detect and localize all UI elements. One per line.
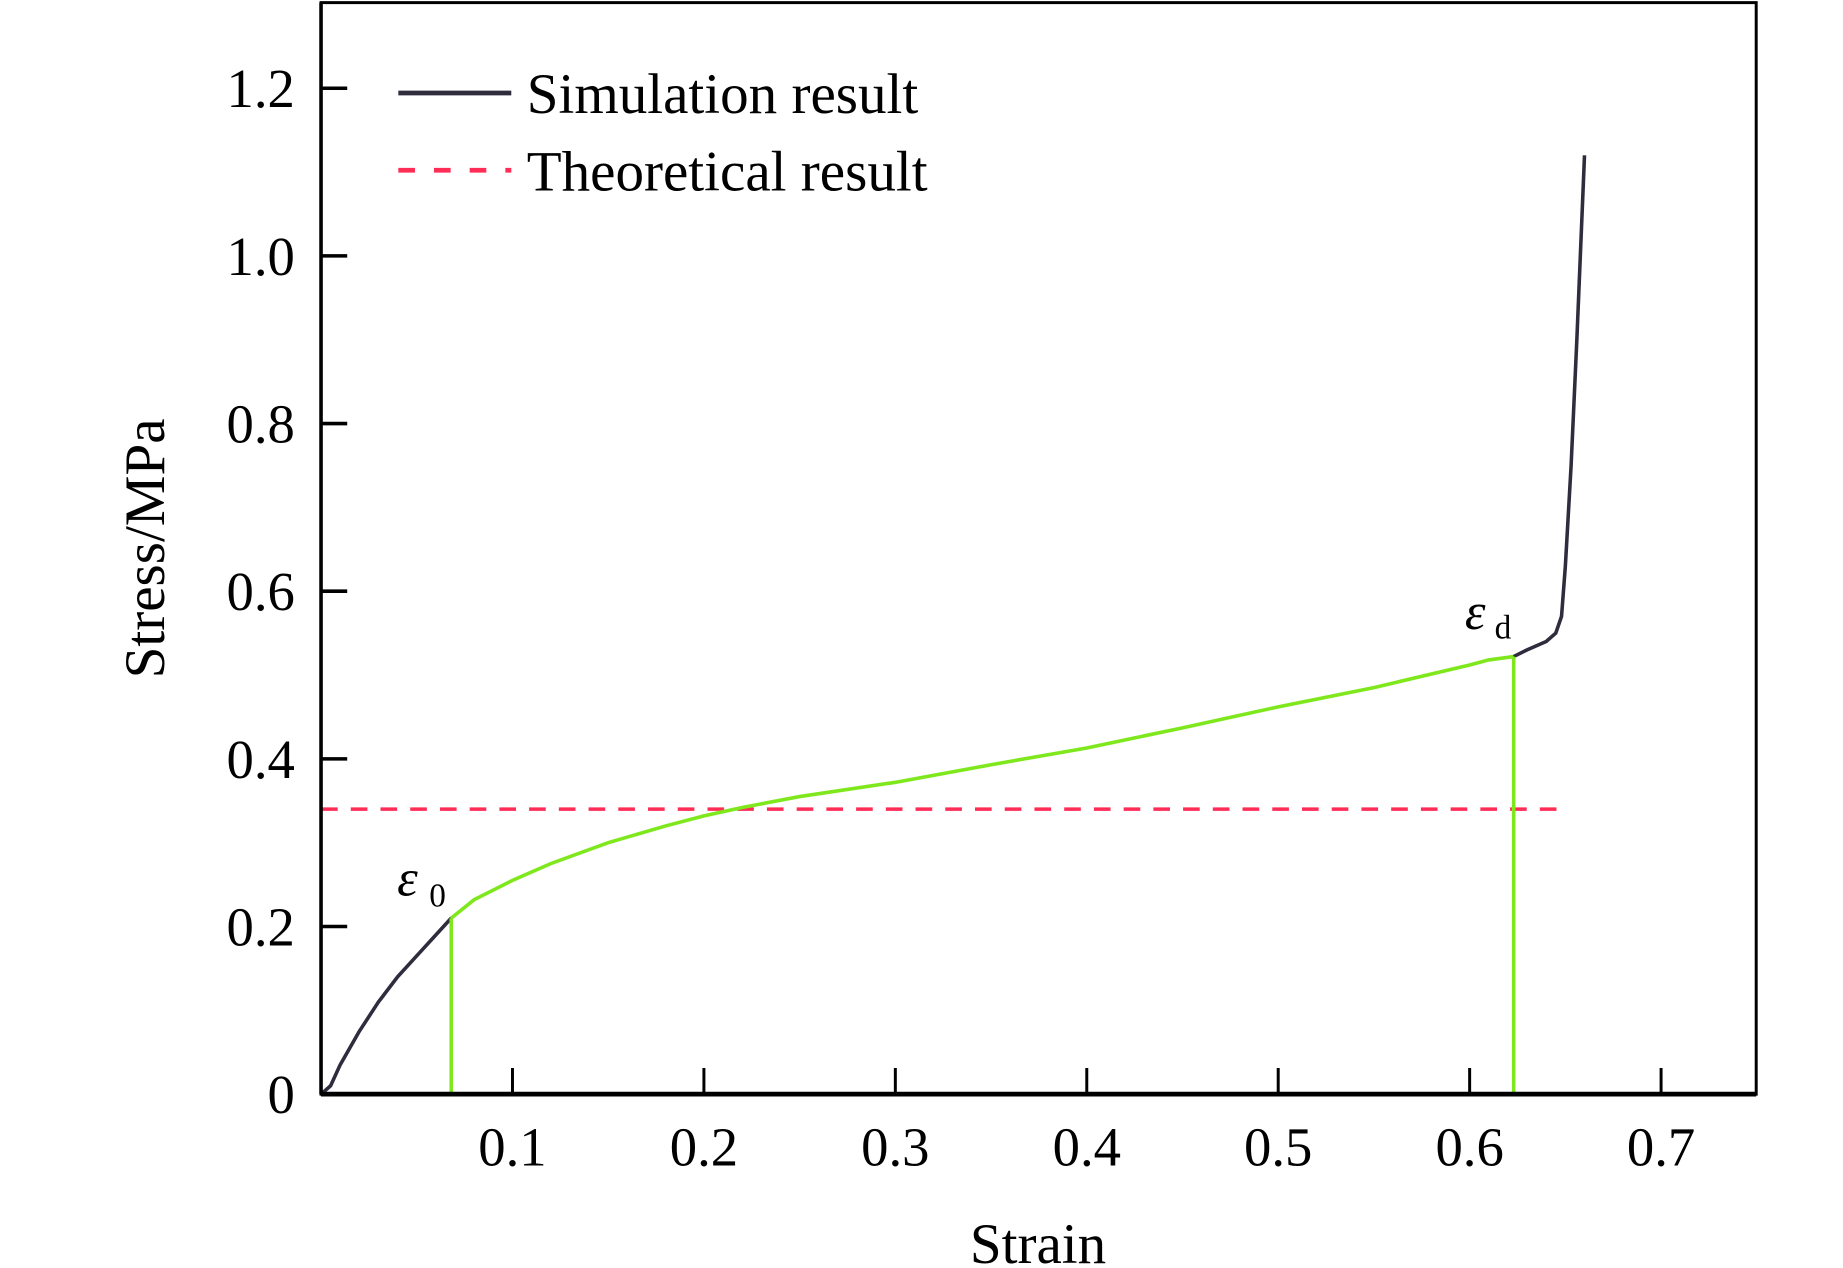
marker-label-epsd: ε d: [1465, 583, 1512, 647]
x-tick-label: 0.5: [1244, 1116, 1312, 1177]
x-tick-label: 0.4: [1053, 1116, 1121, 1177]
y-tick-label: 0.4: [227, 729, 295, 790]
x-tick-label: 0.6: [1435, 1116, 1503, 1177]
y-tick-label: 0: [268, 1064, 295, 1125]
y-tick-label: 1.0: [227, 226, 295, 287]
x-tick-label: 0.2: [670, 1116, 738, 1177]
marker-eps0-subscript: 0: [429, 877, 446, 914]
series-line-simulation-densification: [1512, 155, 1587, 659]
x-axis-label: Strain: [970, 1213, 1106, 1268]
marker-label-eps0: ε 0: [397, 850, 446, 915]
marker-epsd-subscript: d: [1495, 610, 1512, 647]
y-tick-label: 0.6: [227, 561, 295, 622]
series-line-simulation-plateau: [450, 654, 1514, 920]
y-tick-label: 0.8: [227, 394, 295, 455]
x-tick-label: 0.7: [1627, 1116, 1695, 1177]
y-tick-label: 0.2: [227, 897, 295, 958]
marker-epsd-symbol: ε: [1465, 583, 1486, 641]
legend-label-theoretical: Theoretical result: [527, 140, 928, 203]
legend: Simulation result Theoretical result: [398, 63, 928, 203]
y-axis-label: Stress/MPa: [114, 418, 177, 678]
marker-eps0-symbol: ε: [397, 850, 418, 908]
series-line-simulation-elastic: [319, 916, 453, 1096]
x-tick-label: 0.3: [861, 1116, 929, 1177]
legend-label-simulation: Simulation result: [527, 63, 919, 126]
x-tick-label: 0.1: [478, 1116, 546, 1177]
y-tick-label: 1.2: [227, 58, 295, 119]
